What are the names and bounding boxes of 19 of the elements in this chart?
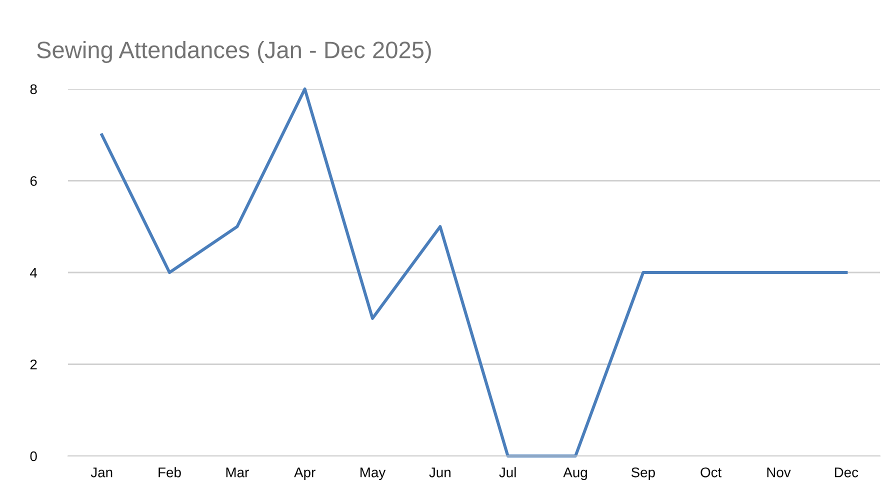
x-tick-label: Mar [226, 468, 249, 478]
x-tick-label: Sep [631, 467, 655, 480]
line-series [100, 87, 848, 458]
chart-title: Sewing Attendances (Jan - Dec 2025) [37, 40, 431, 64]
x-tick-label: May [360, 468, 386, 480]
x-tick-label: Nov [767, 468, 791, 478]
x-tick-label: Aug [563, 468, 587, 480]
x-tick-label: Jan [90, 468, 112, 478]
x-tick-label: Oct [700, 467, 722, 478]
y-tick-label: 2 [30, 360, 37, 370]
x-tick-label: Jul [499, 467, 516, 478]
x-tick-label: Feb [158, 467, 181, 478]
y-tick-label: 8 [30, 84, 37, 94]
x-tick-label: Dec [834, 468, 858, 478]
y-tick-label: 4 [30, 268, 38, 278]
y-tick-label: 0 [30, 451, 37, 462]
y-tick-label: 6 [30, 176, 37, 186]
x-tick-label: Jun [429, 468, 450, 478]
x-tick-label: Apr [294, 468, 316, 480]
